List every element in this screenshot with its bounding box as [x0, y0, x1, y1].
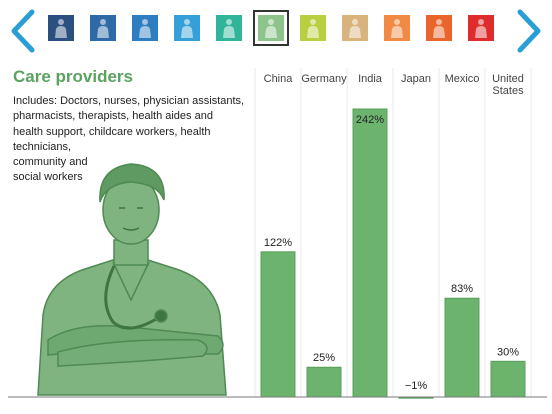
category-thumbnail[interactable]	[216, 15, 242, 41]
person-icon	[475, 19, 487, 38]
value-label: 83%	[451, 283, 473, 295]
category-thumbnail[interactable]	[468, 15, 494, 41]
bar	[306, 366, 342, 398]
description-line: community and	[13, 156, 88, 169]
person-icon	[97, 19, 109, 38]
description-line: social workers	[13, 171, 83, 184]
category-thumbnails	[48, 10, 508, 47]
category-thumbnail[interactable]	[426, 15, 452, 41]
category-label: Germany	[301, 73, 347, 85]
category-description: Includes: Doctors, nurses, physician ass…	[13, 94, 258, 186]
value-label: −1%	[405, 380, 428, 392]
category-thumbnail[interactable]	[48, 15, 74, 41]
category-label: India	[358, 73, 383, 85]
value-label: 30%	[497, 346, 519, 358]
category-thumbnail[interactable]	[132, 15, 158, 41]
person-icon	[349, 19, 361, 38]
description-line: health support, childcare workers, healt…	[13, 125, 211, 138]
care-provider-illustration	[37, 163, 227, 396]
bar	[490, 360, 526, 398]
bar	[444, 297, 480, 398]
page-title: Care providers	[13, 67, 133, 86]
category-label: China	[264, 73, 294, 85]
value-label: 242%	[356, 114, 384, 126]
previous-arrow-icon[interactable]	[4, 6, 44, 56]
description-line: pharmacists, therapists, health aides an…	[13, 110, 213, 123]
bar	[352, 108, 388, 398]
person-icon	[139, 19, 151, 38]
category-navigation	[0, 0, 552, 62]
category-label: States	[492, 85, 524, 97]
category-label: Mexico	[445, 73, 480, 85]
next-arrow-icon[interactable]	[508, 6, 548, 56]
person-icon	[391, 19, 403, 38]
bar	[260, 251, 296, 398]
category-thumbnail[interactable]	[342, 15, 368, 41]
person-icon	[181, 19, 193, 38]
person-icon	[307, 19, 319, 38]
bar	[398, 396, 434, 399]
category-thumbnail[interactable]	[253, 10, 289, 46]
category-thumbnail[interactable]	[174, 15, 200, 41]
category-thumbnail[interactable]	[300, 15, 326, 41]
value-label: 25%	[313, 352, 335, 364]
value-label: 122%	[264, 237, 292, 249]
description-line: Includes: Doctors, nurses, physician ass…	[13, 95, 245, 107]
category-label: United	[492, 73, 524, 85]
category-thumbnail[interactable]	[90, 15, 116, 41]
category-label: Japan	[401, 73, 431, 85]
category-thumbnail[interactable]	[384, 15, 410, 41]
person-icon	[265, 19, 277, 38]
person-icon	[433, 19, 445, 38]
person-icon	[223, 19, 235, 38]
person-icon	[55, 19, 67, 38]
description-line: technicians,	[13, 140, 72, 153]
